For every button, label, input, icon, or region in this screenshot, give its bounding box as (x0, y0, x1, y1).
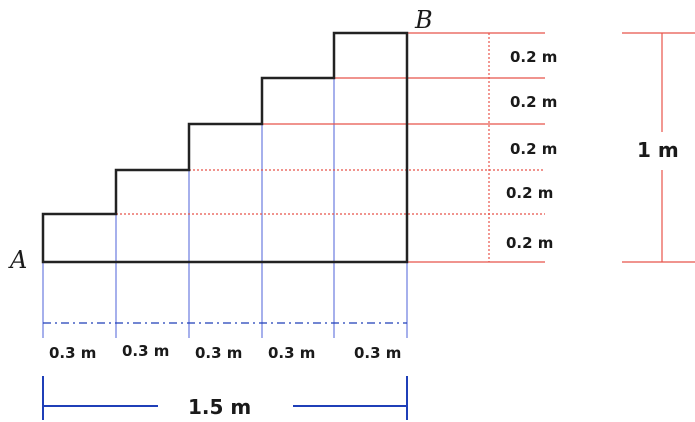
total-height-label: 1 m (637, 138, 679, 162)
rise-level-lines (116, 33, 545, 262)
run-label: 0.3 m (122, 342, 169, 360)
run-label: 0.3 m (268, 344, 315, 362)
point-b-label: B (414, 6, 433, 34)
rise-label: 0.2 m (506, 184, 553, 202)
point-a-label: A (8, 246, 27, 274)
total-width-label: 1.5 m (188, 395, 251, 419)
rise-label: 0.2 m (510, 140, 557, 158)
run-labels: 0.3 m 0.3 m 0.3 m 0.3 m 0.3 m (49, 342, 401, 362)
staircase-outline (43, 33, 407, 262)
run-guide-lines (43, 78, 407, 338)
total-width-dimension: 1.5 m (43, 376, 407, 420)
rise-label: 0.2 m (506, 234, 553, 252)
total-height-dimension: 1 m (622, 33, 695, 262)
run-label: 0.3 m (195, 344, 242, 362)
rise-label: 0.2 m (510, 48, 557, 66)
run-label: 0.3 m (354, 344, 401, 362)
rise-label: 0.2 m (510, 93, 557, 111)
run-label: 0.3 m (49, 344, 96, 362)
